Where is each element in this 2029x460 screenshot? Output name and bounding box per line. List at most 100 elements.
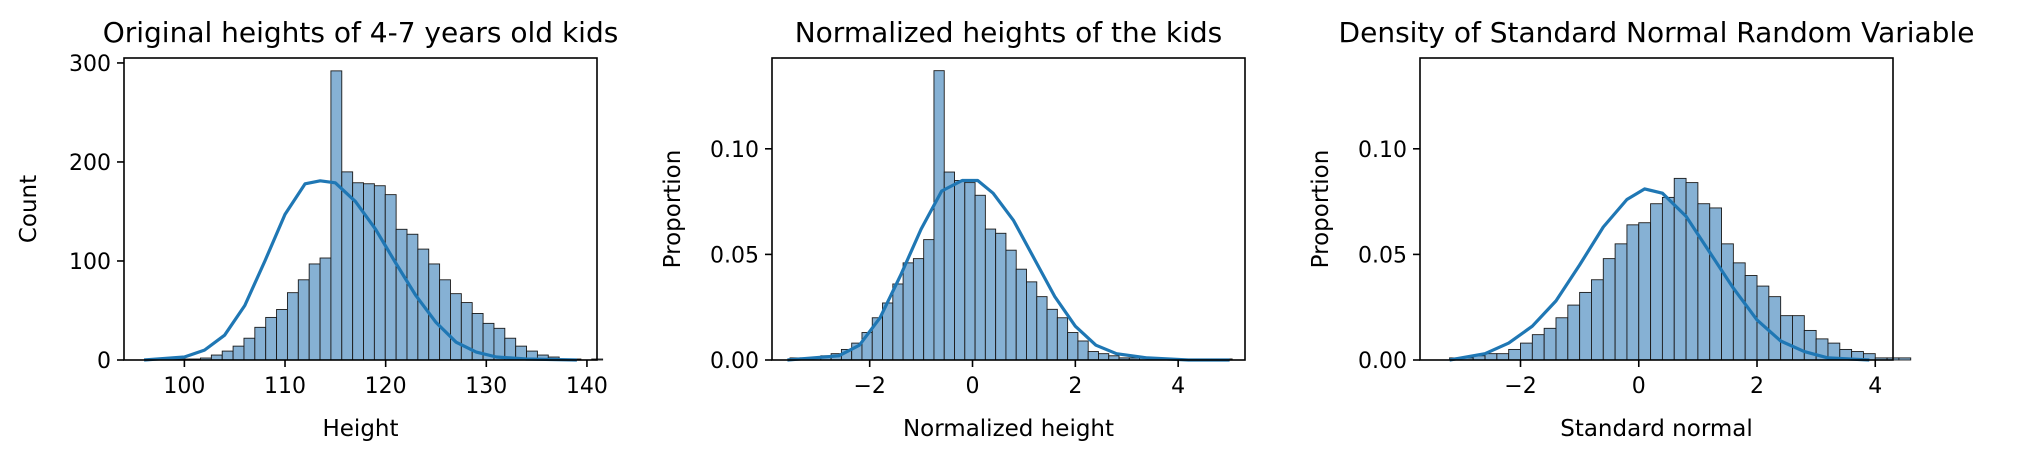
- histogram-bar: [1098, 353, 1110, 361]
- histogram-bar: [1685, 182, 1699, 361]
- histogram-bar: [428, 263, 441, 361]
- histogram-bar: [319, 257, 332, 361]
- histogram-bar: [1087, 351, 1099, 361]
- histogram-bar: [1067, 332, 1079, 361]
- chart-title: Normalized heights of the kids: [795, 16, 1223, 49]
- y-axis-label: Count: [16, 175, 42, 243]
- histogram-bar: [1015, 268, 1027, 361]
- histogram-bar: [1697, 203, 1711, 361]
- histogram-bar: [964, 182, 976, 361]
- y-tick-label: 0.05: [1358, 243, 1407, 268]
- x-tick-label: 0: [1632, 374, 1646, 399]
- histogram-bar: [439, 279, 451, 361]
- histogram-bar: [984, 228, 997, 361]
- histogram-bar: [923, 239, 935, 361]
- histogram-bar: [363, 183, 375, 361]
- x-tick-label: 2: [1750, 374, 1764, 399]
- histogram-bar: [933, 70, 945, 361]
- y-tick-label: 0.10: [710, 138, 759, 163]
- histogram-panel-normalized-heights: Normalized heights of the kids Normalize…: [660, 16, 1246, 442]
- histogram-bar: [232, 345, 245, 361]
- histogram-bar: [1732, 262, 1746, 361]
- x-tick-label: 100: [163, 374, 205, 399]
- x-axis-label: Normalized height: [903, 416, 1114, 442]
- histogram-bar: [1626, 224, 1640, 361]
- axes-frame: [123, 57, 598, 361]
- histogram-bar: [1508, 348, 1521, 361]
- histogram-bar: [995, 232, 1007, 361]
- histogram-bar: [1036, 296, 1048, 361]
- chart-title: Original heights of 4-7 years old kids: [103, 16, 619, 49]
- histogram-bar: [330, 70, 343, 361]
- y-tick-label: 0.00: [1358, 349, 1407, 374]
- histogram-bar: [1709, 207, 1722, 361]
- histogram-panel-original-heights: Original heights of 4-7 years old kids H…: [16, 16, 618, 442]
- y-axis-label: Proportion: [1308, 150, 1334, 269]
- histogram-bar: [265, 316, 278, 361]
- histogram-bar: [1591, 279, 1604, 361]
- axes-frame: [1419, 57, 1894, 361]
- y-tick-label: 0.00: [710, 349, 759, 374]
- x-axis-label: Standard normal: [1560, 416, 1753, 442]
- x-tick-label: 120: [365, 374, 407, 399]
- y-tick-label: 0: [97, 349, 111, 374]
- histogram-bar: [1555, 317, 1569, 361]
- histogram-bar: [1056, 317, 1069, 361]
- histogram-bar: [1792, 315, 1805, 361]
- histogram-bar: [892, 283, 904, 361]
- histogram-bar: [1721, 243, 1734, 361]
- histogram-bar: [1543, 327, 1557, 361]
- histogram-bar: [1768, 296, 1782, 361]
- histogram-bar: [384, 194, 397, 361]
- histogram-bar: [1650, 203, 1663, 361]
- kde-line: [1449, 187, 1870, 362]
- histogram-bar: [1531, 334, 1545, 361]
- histogram-bar: [1520, 342, 1533, 361]
- histogram-bar: [450, 293, 462, 361]
- histogram-bar: [954, 180, 966, 361]
- histogram-bar: [1614, 243, 1628, 361]
- histogram-bar: [1567, 304, 1581, 361]
- histogram-bar: [460, 302, 473, 361]
- histogram-bar: [297, 279, 310, 361]
- histogram-bar: [1602, 258, 1616, 361]
- histogram-bar: [1026, 281, 1038, 361]
- x-tick-label: 140: [566, 374, 608, 399]
- histogram-bar: [943, 171, 955, 361]
- chart-title: Density of Standard Normal Random Variab…: [1339, 16, 1975, 49]
- histogram-bar: [1898, 357, 1912, 361]
- axes-frame: [771, 57, 1246, 361]
- histogram-bar: [373, 185, 386, 361]
- histogram-bar: [1780, 315, 1793, 361]
- y-tick-label: 0.05: [710, 243, 759, 268]
- y-tick-label: 0.10: [1358, 138, 1407, 163]
- x-tick-label: −2: [1504, 374, 1536, 399]
- x-tick-label: 2: [1068, 374, 1082, 399]
- y-tick-label: 200: [69, 151, 111, 176]
- histogram-bar: [221, 350, 234, 361]
- histogram-bar: [286, 292, 299, 361]
- y-tick-label: 100: [69, 250, 111, 275]
- histogram-bar: [1005, 249, 1017, 361]
- histogram-panel-standard-normal: Density of Standard Normal Random Variab…: [1308, 16, 1974, 442]
- histogram-bar: [1661, 196, 1675, 361]
- histogram-bar: [912, 258, 925, 361]
- histogram-bar: [1579, 291, 1592, 361]
- y-tick-label: 300: [69, 52, 111, 77]
- x-tick-label: 110: [264, 374, 306, 399]
- histogram-bar: [276, 309, 288, 361]
- histogram-bar: [395, 228, 408, 361]
- histogram-bar: [341, 171, 354, 361]
- histogram-bar: [902, 262, 914, 361]
- x-tick-label: 130: [465, 374, 507, 399]
- histogram-bar: [1077, 340, 1089, 361]
- x-tick-label: 4: [1171, 374, 1185, 399]
- x-tick-label: 4: [1868, 374, 1882, 399]
- kde-line: [787, 178, 1230, 362]
- x-tick-label: 0: [966, 374, 980, 399]
- histogram-bar: [243, 337, 256, 361]
- y-axis-label: Proportion: [660, 150, 686, 269]
- x-axis-label: Height: [322, 416, 398, 442]
- histogram-bar: [254, 326, 267, 361]
